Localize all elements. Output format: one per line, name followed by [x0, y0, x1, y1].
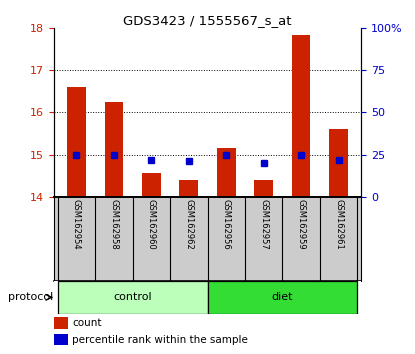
Bar: [58, 281, 208, 314]
Text: GSM162959: GSM162959: [297, 199, 305, 250]
Text: count: count: [72, 318, 102, 328]
Bar: [54, 334, 68, 345]
Bar: [67, 87, 86, 196]
Title: GDS3423 / 1555567_s_at: GDS3423 / 1555567_s_at: [123, 14, 292, 27]
Text: GSM162958: GSM162958: [110, 199, 118, 250]
Text: GSM162954: GSM162954: [72, 199, 81, 250]
Text: GSM162957: GSM162957: [259, 199, 268, 250]
Bar: [54, 317, 68, 329]
Bar: [105, 102, 123, 196]
Bar: [254, 180, 273, 196]
Text: control: control: [113, 292, 152, 302]
Text: protocol: protocol: [8, 292, 53, 302]
Text: percentile rank within the sample: percentile rank within the sample: [72, 335, 248, 345]
Bar: [208, 281, 357, 314]
Bar: [142, 173, 161, 196]
Bar: [292, 35, 310, 196]
Bar: [217, 148, 236, 196]
Text: diet: diet: [272, 292, 293, 302]
Text: GSM162956: GSM162956: [222, 199, 231, 250]
Text: GSM162961: GSM162961: [334, 199, 343, 250]
Bar: [329, 129, 348, 196]
Bar: [179, 180, 198, 196]
Text: GSM162960: GSM162960: [147, 199, 156, 250]
Text: GSM162962: GSM162962: [184, 199, 193, 250]
